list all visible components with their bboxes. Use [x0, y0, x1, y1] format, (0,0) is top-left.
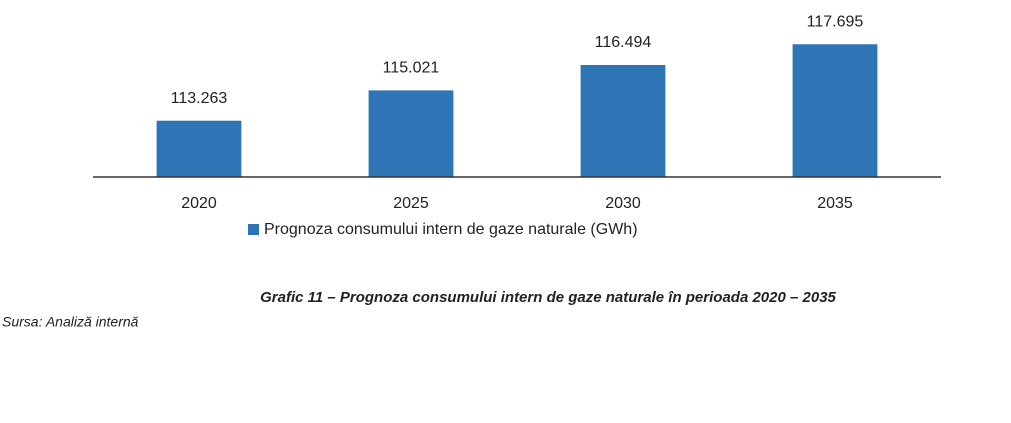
caption: Grafic 11 – Prognoza consumului intern d…: [260, 289, 836, 306]
data-label: 113.263: [171, 90, 228, 107]
legend-swatch: [248, 224, 259, 235]
x-tick-label: 2030: [605, 195, 641, 212]
bar: [156, 120, 242, 177]
bar: [368, 90, 454, 177]
x-tick-label: 2035: [817, 195, 853, 212]
data-label: 117.695: [807, 13, 864, 30]
x-tick-label: 2020: [181, 195, 217, 212]
bar: [792, 44, 878, 178]
bar: [580, 64, 666, 177]
data-label: 116.494: [595, 34, 652, 51]
data-label: 115.021: [383, 60, 440, 77]
legend-label: Prognoza consumului intern de gaze natur…: [264, 221, 638, 238]
x-tick-label: 2025: [393, 195, 429, 212]
source: Sursa: Analiză internă: [2, 314, 139, 330]
